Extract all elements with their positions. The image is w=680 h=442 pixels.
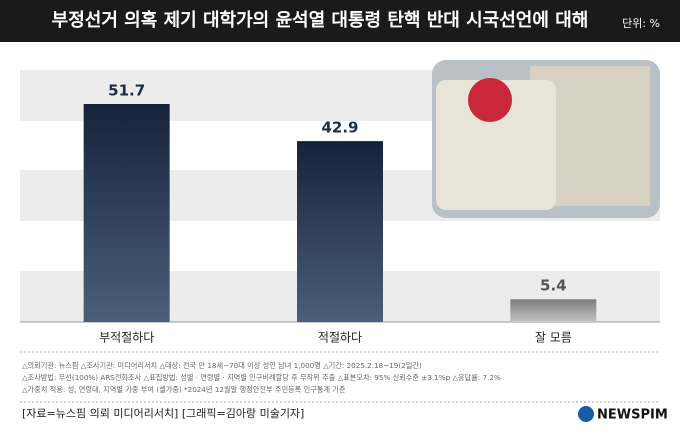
title-bar [0, 0, 680, 42]
x-tick-label: 적절하다 [318, 331, 362, 345]
logo: NEWSPIM [597, 408, 668, 423]
value-label: 42.9 [321, 119, 358, 137]
bar [83, 103, 170, 322]
unit: 단위: % [622, 17, 660, 30]
chart-title: 부정선거 의혹 제기 대학가의 윤석열 대통령 탄핵 반대 시국선언에 대해 [52, 9, 589, 31]
footnote: △조사방법: 무선(100%) ARS전화조사 △표집방법: 성별 · 연령별 … [22, 373, 501, 382]
footnote: △의뢰기관: 뉴스핌 △조사기관: 미디어리서치 △대상: 전국 만 18세~7… [22, 361, 422, 370]
flag-circle [468, 78, 512, 122]
source: [자료=뉴스핌 의뢰 미디어리서치] [그래픽=김아랑 미술기자] [22, 407, 304, 420]
logo-icon [578, 406, 594, 422]
value-label: 51.7 [108, 81, 145, 99]
banner [436, 80, 556, 210]
value-label: 5.4 [540, 277, 567, 295]
photo [432, 60, 660, 218]
footnote: △가중치 적용: 성, 연령대, 지역별 가중 부여 (셀가중) *2024년 … [22, 385, 346, 394]
x-tick-label: 부적절하다 [99, 331, 154, 345]
bar [297, 141, 383, 322]
x-tick-label: 잘 모름 [535, 331, 572, 345]
bar [510, 299, 597, 322]
